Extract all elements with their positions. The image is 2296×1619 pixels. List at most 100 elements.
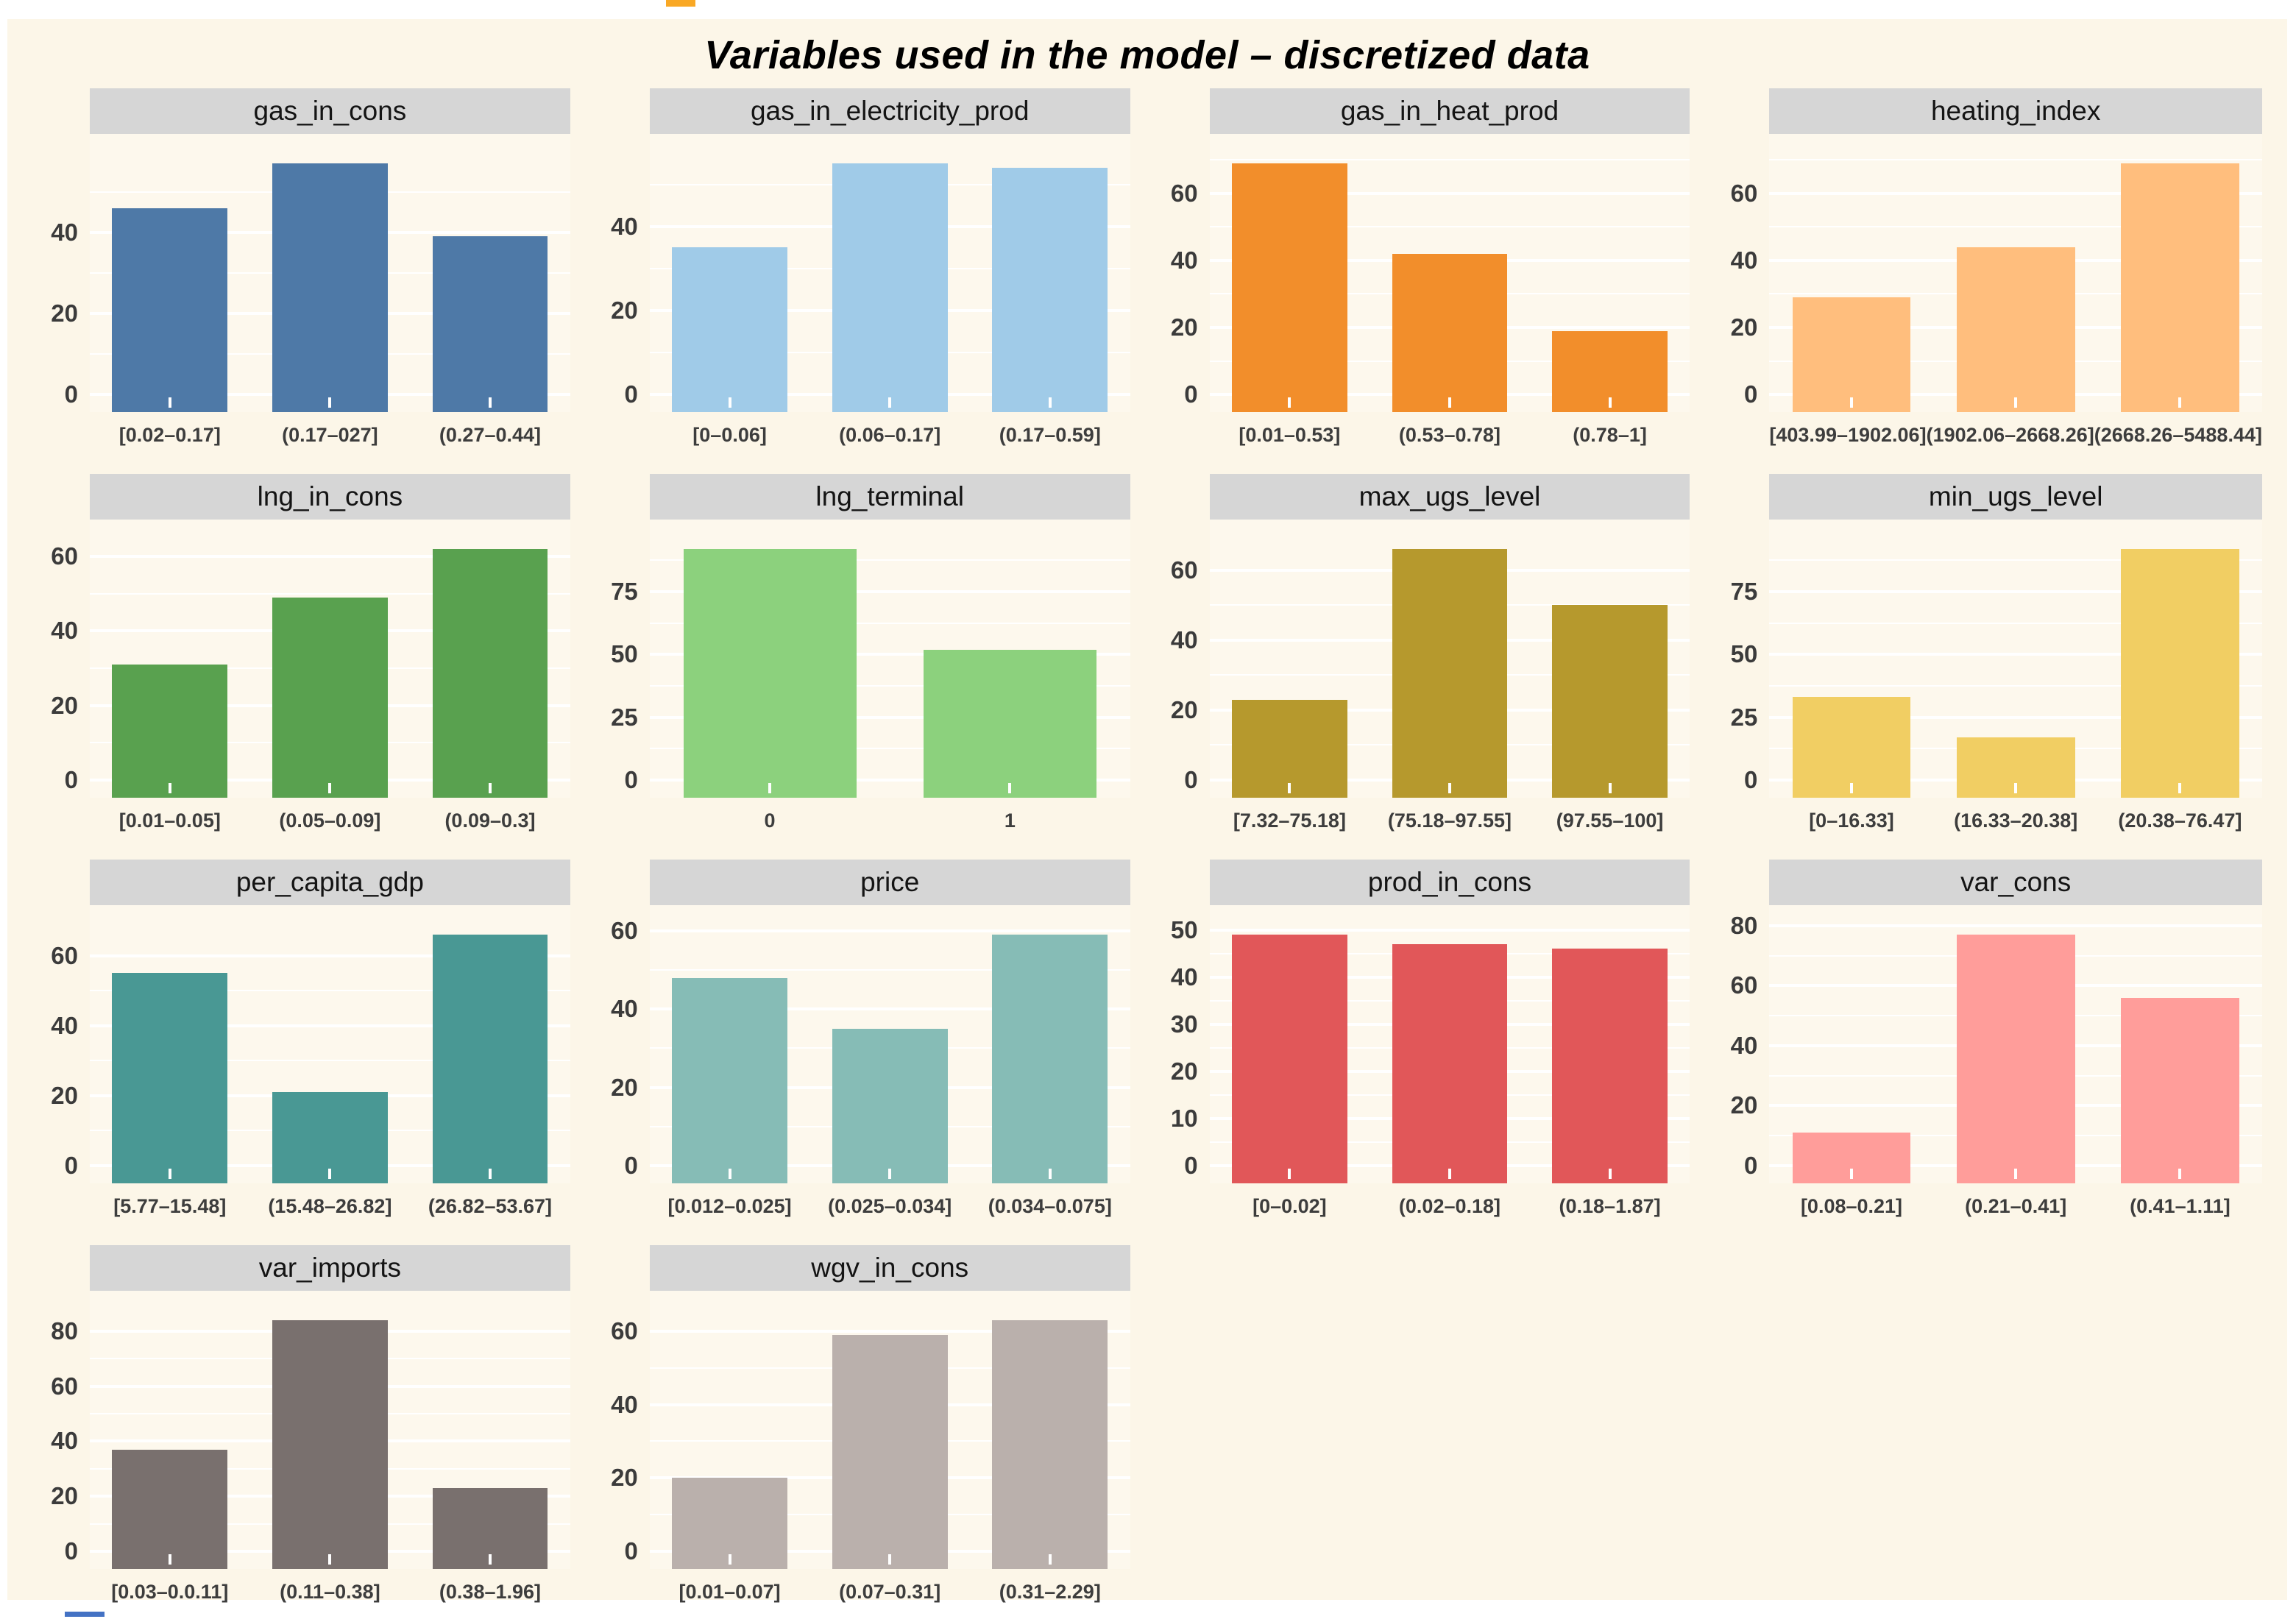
- x-tick-label: (0.17–027]: [282, 424, 378, 446]
- x-tick: [768, 783, 771, 793]
- y-axis: 0 20 40 60: [32, 520, 90, 798]
- x-tick-label: (16.33–20.38]: [1954, 810, 2078, 832]
- x-tick: [1448, 1169, 1451, 1179]
- bar: [432, 549, 548, 798]
- bar-slot: [1210, 520, 1370, 798]
- facet-body: 0 25 50 75: [592, 520, 1130, 798]
- y-axis: 0 20 40 60: [1712, 134, 1769, 412]
- bar-slot: [650, 134, 810, 412]
- bar: [272, 597, 388, 798]
- bar-slot: [1370, 905, 1530, 1183]
- bar: [992, 935, 1108, 1183]
- bar-slot: [2098, 905, 2262, 1183]
- bar-slot: [90, 1291, 250, 1569]
- y-tick-label: 20: [611, 1073, 638, 1101]
- gridline-minor: [90, 990, 570, 992]
- y-tick-label: 50: [611, 640, 638, 668]
- y-tick-label: 20: [51, 299, 78, 327]
- x-tick-label: (0.11–0.38]: [280, 1581, 380, 1603]
- x-tick-label: [0.02–0.17]: [118, 424, 221, 446]
- bar-slot: [890, 520, 1130, 798]
- y-tick-label: 40: [1730, 1031, 1758, 1059]
- y-tick-label: 20: [1730, 313, 1758, 341]
- plot-panel: [649, 1291, 1130, 1569]
- bars: [1210, 520, 1690, 798]
- x-tick: [1288, 783, 1292, 793]
- y-tick-label: 50: [1170, 915, 1198, 943]
- bar-slot: [250, 520, 411, 798]
- x-tick: [2014, 1169, 2018, 1179]
- x-tick: [888, 397, 892, 408]
- chart-canvas: Variables used in the model – discretize…: [7, 19, 2287, 1603]
- y-tick-label: 40: [1170, 626, 1198, 653]
- x-tick: [2178, 1169, 2182, 1179]
- gridline-major: [1769, 924, 2262, 927]
- facet-price: price 0 20 40 60 [0.012–0.025] (0.025–0.034] (0…: [592, 860, 1130, 1229]
- bar: [832, 163, 948, 412]
- gridline-major: [90, 1024, 570, 1027]
- bar: [672, 247, 787, 412]
- bar: [672, 1478, 787, 1569]
- x-tick: [488, 397, 492, 408]
- y-tick-label: 60: [1730, 971, 1758, 999]
- facet-title: gas_in_heat_prod: [1209, 88, 1690, 134]
- x-tick: [2178, 397, 2182, 408]
- bar-slot: [809, 1291, 970, 1569]
- facet-title: per_capita_gdp: [90, 860, 570, 905]
- y-tick-label: 60: [51, 941, 78, 969]
- y-tick-label: 80: [51, 1317, 78, 1345]
- plot-panel: [1209, 905, 1690, 1183]
- x-tick-label: [7.32–75.18]: [1233, 810, 1346, 832]
- x-tick: [2178, 783, 2182, 793]
- facet-gas_in_cons: gas_in_cons 0 20 40 [0.02–0.17] (0.17–027] (0.…: [32, 88, 570, 458]
- x-tick: [728, 397, 731, 408]
- bars: [1769, 134, 2262, 412]
- gridline-minor: [649, 559, 1130, 561]
- x-tick-label: (0.27–0.44]: [439, 424, 542, 446]
- bar: [2121, 997, 2239, 1183]
- gridline-minor: [649, 968, 1130, 971]
- y-tick-label: 40: [51, 218, 78, 246]
- bar: [432, 935, 548, 1183]
- x-tick-label: [0.012–0.025]: [667, 1195, 792, 1217]
- plot-panel: [90, 520, 570, 798]
- plot-panel: [649, 905, 1130, 1183]
- gridline-minor: [1769, 226, 2262, 228]
- plot-panel: [649, 520, 1130, 798]
- x-tick: [1849, 397, 1853, 408]
- x-tick-label: [403.99–1902.06]: [1769, 424, 1927, 446]
- x-tick-label: (1902.06–2668.26]: [1926, 424, 2094, 446]
- bar-slot: [2098, 520, 2262, 798]
- x-tick: [1448, 783, 1451, 793]
- y-tick-label: 0: [64, 766, 78, 793]
- bar: [1552, 949, 1668, 1183]
- y-tick-label: 0: [1744, 380, 1758, 408]
- facet-prod_in_cons: prod_in_cons 0 10 20 30 40 50 [0–0.02] (0.02–0.1…: [1152, 860, 1690, 1229]
- facet-body: 0 20 40 60 80: [32, 1291, 570, 1569]
- gridline-minor: [649, 622, 1130, 624]
- x-tick: [328, 397, 332, 408]
- bar-slot: [809, 134, 970, 412]
- bar: [112, 1449, 228, 1569]
- gridline-minor: [1769, 622, 2262, 624]
- x-tick: [168, 783, 171, 793]
- facet-body: 0 20 40 60: [592, 905, 1130, 1183]
- x-tick-label: (2668.26–5488.44]: [2094, 424, 2262, 446]
- bars: [90, 1291, 570, 1569]
- y-tick-label: 0: [624, 380, 638, 408]
- gridline-major: [90, 555, 570, 559]
- y-tick-label: 0: [1184, 1152, 1198, 1179]
- bar: [1392, 549, 1508, 798]
- bar-slot: [250, 1291, 411, 1569]
- y-tick-label: 60: [51, 1372, 78, 1400]
- x-tick: [1288, 1169, 1292, 1179]
- x-axis: [0.01–0.53] (0.53–0.78] (0.78–1]: [1210, 412, 1690, 458]
- bars: [90, 905, 570, 1183]
- facet-title: lng_terminal: [649, 474, 1130, 520]
- y-tick-label: 20: [51, 1482, 78, 1510]
- bars: [1210, 134, 1690, 412]
- x-axis: [0.02–0.17] (0.17–027] (0.27–0.44]: [90, 412, 570, 458]
- x-tick: [1048, 1554, 1052, 1565]
- bottom-edge-artifact: [65, 1612, 104, 1617]
- x-tick-label: (0.41–1.11]: [2130, 1195, 2231, 1217]
